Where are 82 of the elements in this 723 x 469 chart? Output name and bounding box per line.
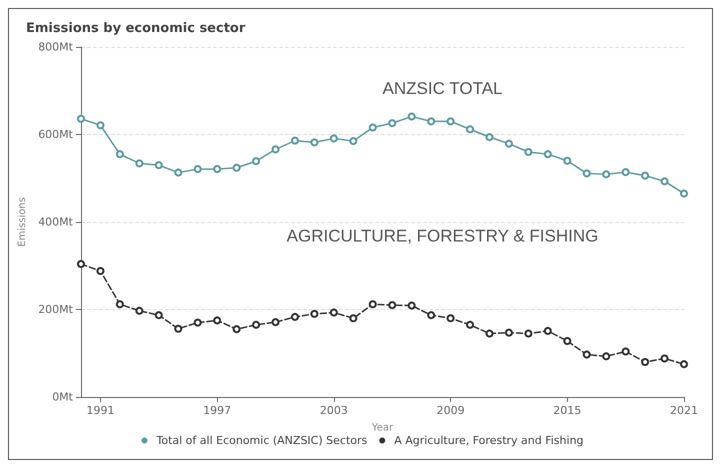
- point: [349, 137, 358, 146]
- y-tick-label: 400Mt: [38, 216, 74, 228]
- y-axis-title: Emissions: [16, 197, 28, 247]
- point: [252, 320, 260, 329]
- point: [504, 140, 513, 148]
- point: [310, 138, 318, 146]
- point: [641, 172, 650, 180]
- point: [563, 156, 572, 165]
- point: [368, 300, 377, 308]
- point: [485, 133, 494, 142]
- point: [154, 161, 163, 170]
- point: [330, 308, 338, 317]
- point: [622, 168, 630, 176]
- point: [290, 136, 299, 145]
- x-tick-label: 2003: [320, 404, 348, 417]
- point: [96, 121, 104, 130]
- annotation: AGRICULTURE, FORESTRY & FISHING: [286, 226, 598, 246]
- y-tick-label: 200Mt: [38, 303, 74, 316]
- x-tick-label: 2021: [670, 404, 698, 417]
- point: [290, 312, 299, 321]
- point: [466, 125, 474, 134]
- y-tick-label: 0Mt: [52, 390, 74, 404]
- point: [194, 165, 202, 174]
- point: [77, 114, 85, 123]
- legend-label: A Agriculture, Forestry and Fishing: [394, 434, 584, 447]
- point: [96, 267, 104, 275]
- point: [524, 330, 532, 338]
- x-tick-label: 1997: [203, 404, 232, 417]
- point: [232, 325, 241, 334]
- point: [116, 300, 124, 308]
- point: [680, 190, 688, 198]
- point: [544, 150, 552, 158]
- point: [272, 145, 280, 154]
- x-tick-label: 2015: [553, 404, 582, 417]
- point: [368, 124, 377, 132]
- point: [582, 169, 591, 178]
- point: [602, 170, 610, 178]
- point: [466, 320, 474, 329]
- point: [310, 310, 318, 318]
- point: [349, 314, 358, 322]
- point: [446, 314, 455, 322]
- point: [213, 165, 222, 174]
- point: [485, 330, 494, 338]
- point: [408, 112, 416, 121]
- point: [408, 302, 416, 310]
- point: [232, 164, 241, 172]
- point: [135, 159, 144, 168]
- point: [446, 117, 455, 126]
- point: [660, 354, 669, 362]
- y-tick-label: 600Mt: [38, 128, 74, 141]
- point: [77, 260, 85, 268]
- point: [116, 150, 124, 158]
- point: [194, 318, 202, 327]
- y-tick-label: 800Mt: [38, 40, 74, 54]
- point: [680, 360, 688, 368]
- point: [504, 328, 513, 337]
- point: [602, 352, 610, 360]
- point: [174, 324, 182, 333]
- point: [252, 157, 260, 166]
- point: [388, 119, 396, 128]
- point: [213, 316, 222, 324]
- point: [582, 350, 591, 359]
- point: [427, 117, 436, 126]
- point: [622, 348, 630, 356]
- point: [272, 318, 280, 326]
- x-tick-label: 1991: [86, 404, 114, 417]
- point: [135, 306, 144, 315]
- point: [544, 326, 552, 335]
- point: [388, 301, 396, 310]
- point: [563, 337, 572, 345]
- point: [660, 177, 669, 186]
- point: [330, 134, 338, 142]
- chart-title: Emissions by economic sector: [26, 21, 246, 36]
- point: [641, 358, 650, 366]
- point: [174, 168, 182, 177]
- point: [524, 148, 532, 156]
- annotation: ANZSIC TOTAL: [382, 79, 502, 98]
- x-axis-title: Year: [370, 422, 394, 434]
- point: [427, 311, 436, 320]
- legend-label: Total of all Economic (ANZSIC) Sectors: [155, 434, 368, 447]
- point: [154, 311, 163, 320]
- x-tick-label: 2009: [436, 404, 465, 417]
